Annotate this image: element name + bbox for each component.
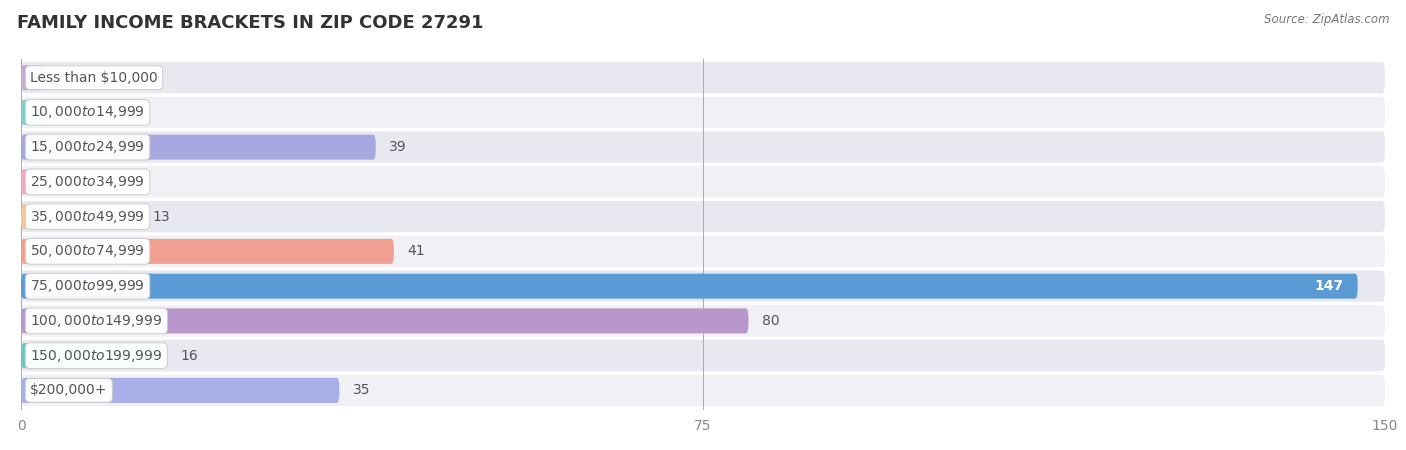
Text: $35,000 to $49,999: $35,000 to $49,999 <box>30 209 145 225</box>
FancyBboxPatch shape <box>21 169 44 194</box>
Text: $10,000 to $14,999: $10,000 to $14,999 <box>30 104 145 120</box>
Text: $50,000 to $74,999: $50,000 to $74,999 <box>30 243 145 259</box>
FancyBboxPatch shape <box>21 135 375 160</box>
FancyBboxPatch shape <box>21 236 1385 267</box>
FancyBboxPatch shape <box>21 166 1385 198</box>
FancyBboxPatch shape <box>21 62 1385 93</box>
FancyBboxPatch shape <box>21 239 394 264</box>
Text: $75,000 to $99,999: $75,000 to $99,999 <box>30 278 145 294</box>
Text: 16: 16 <box>180 349 198 363</box>
Text: 0: 0 <box>53 175 62 189</box>
Text: 39: 39 <box>389 140 406 154</box>
FancyBboxPatch shape <box>21 274 1358 299</box>
Text: $100,000 to $149,999: $100,000 to $149,999 <box>30 313 163 329</box>
FancyBboxPatch shape <box>21 131 1385 163</box>
FancyBboxPatch shape <box>21 375 1385 406</box>
FancyBboxPatch shape <box>21 65 44 90</box>
Text: $15,000 to $24,999: $15,000 to $24,999 <box>30 139 145 155</box>
Text: 80: 80 <box>762 314 780 328</box>
Text: $200,000+: $200,000+ <box>30 383 107 397</box>
FancyBboxPatch shape <box>21 340 1385 371</box>
FancyBboxPatch shape <box>21 270 1385 302</box>
Text: $150,000 to $199,999: $150,000 to $199,999 <box>30 348 163 364</box>
FancyBboxPatch shape <box>21 378 339 403</box>
FancyBboxPatch shape <box>21 308 748 333</box>
FancyBboxPatch shape <box>21 204 139 229</box>
FancyBboxPatch shape <box>21 201 1385 232</box>
Text: 41: 41 <box>408 244 425 258</box>
Text: 147: 147 <box>1315 279 1344 293</box>
FancyBboxPatch shape <box>21 97 1385 128</box>
Text: Source: ZipAtlas.com: Source: ZipAtlas.com <box>1264 14 1389 27</box>
FancyBboxPatch shape <box>21 343 166 368</box>
Text: 35: 35 <box>353 383 370 397</box>
Text: 13: 13 <box>153 210 170 224</box>
Text: 0: 0 <box>53 71 62 85</box>
Text: Less than $10,000: Less than $10,000 <box>30 71 157 85</box>
Text: 0: 0 <box>53 105 62 119</box>
Text: FAMILY INCOME BRACKETS IN ZIP CODE 27291: FAMILY INCOME BRACKETS IN ZIP CODE 27291 <box>17 14 484 32</box>
Text: $25,000 to $34,999: $25,000 to $34,999 <box>30 174 145 190</box>
FancyBboxPatch shape <box>21 100 44 125</box>
FancyBboxPatch shape <box>21 305 1385 337</box>
